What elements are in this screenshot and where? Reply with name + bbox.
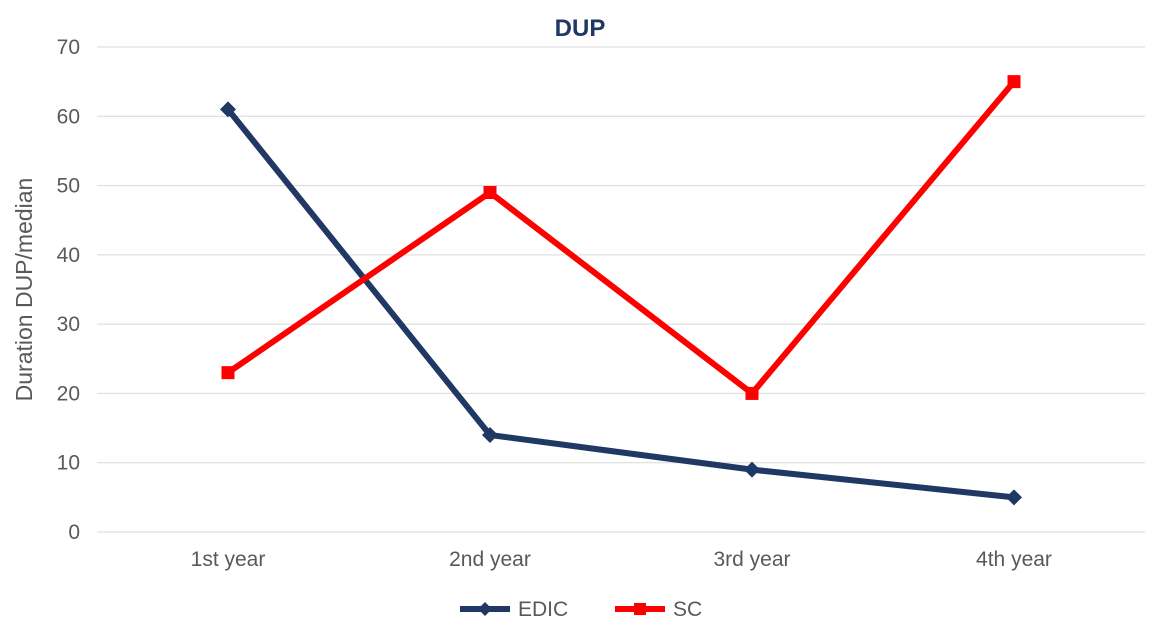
series-line-sc (225, 78, 1017, 397)
y-axis-label: Duration DUP/median (11, 178, 37, 402)
data-point-sc (1007, 75, 1021, 89)
data-point-edic (744, 461, 760, 478)
x-axis-ticks: 1st year 2nd year 3rd year 4th year (191, 548, 1052, 571)
data-point-sc (483, 186, 497, 199)
data-point-edic (220, 101, 236, 118)
x-tick-label: 3rd year (713, 548, 790, 571)
y-tick-label: 0 (68, 521, 80, 544)
series-lines (220, 75, 1022, 506)
data-point-sc (745, 386, 759, 400)
legend-swatch-marker (478, 602, 492, 616)
y-tick-label: 50 (57, 175, 80, 198)
y-axis-ticks: 0 10 20 30 40 50 60 70 (57, 36, 80, 544)
series-line-edic (225, 106, 1017, 501)
y-tick-label: 30 (57, 313, 80, 336)
data-point-edic (1006, 489, 1022, 506)
y-tick-label: 60 (57, 105, 80, 128)
legend-item-edic: EDIC (460, 598, 568, 621)
chart-title: DUP (555, 15, 606, 42)
data-point-sc (221, 366, 235, 380)
legend-item-sc: SC (615, 598, 702, 621)
y-tick-label: 40 (57, 244, 80, 267)
legend-label: EDIC (518, 598, 568, 621)
y-tick-label: 10 (57, 452, 80, 475)
series-edic (220, 101, 1022, 506)
legend-swatch-marker (634, 603, 646, 615)
y-tick-label: 70 (57, 36, 80, 59)
series-sc (221, 75, 1021, 400)
x-tick-label: 4th year (976, 548, 1052, 571)
gridlines (97, 46, 1145, 533)
legend-label: SC (673, 598, 702, 621)
y-tick-label: 20 (57, 382, 80, 405)
data-point-edic (482, 427, 498, 443)
x-tick-label: 2nd year (449, 548, 531, 571)
legend: EDIC SC (460, 598, 702, 621)
x-tick-label: 1st year (191, 548, 266, 571)
